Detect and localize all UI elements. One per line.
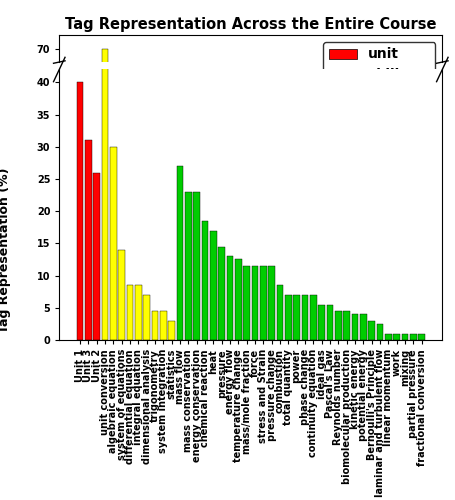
Bar <box>309 295 316 340</box>
Bar <box>152 492 158 500</box>
Bar <box>168 320 175 340</box>
Bar <box>326 484 333 500</box>
Bar <box>376 324 382 340</box>
Bar <box>259 444 266 500</box>
Bar <box>268 266 274 340</box>
Bar <box>359 314 366 340</box>
Bar <box>392 334 399 340</box>
Legend: unit, skill, concept: unit, skill, concept <box>323 42 435 109</box>
Bar <box>160 492 166 500</box>
Bar <box>293 474 299 500</box>
Bar <box>343 492 349 500</box>
Bar <box>276 464 283 500</box>
Bar <box>85 312 91 500</box>
Bar <box>201 221 208 340</box>
Bar <box>417 334 424 340</box>
Bar <box>118 427 125 500</box>
Bar <box>409 334 416 340</box>
Bar <box>126 464 133 500</box>
Bar <box>276 286 283 340</box>
Bar <box>234 260 241 340</box>
Bar <box>201 397 208 500</box>
Bar <box>351 495 358 500</box>
Bar <box>93 346 100 500</box>
Bar <box>351 314 358 340</box>
Bar <box>318 484 324 500</box>
Bar <box>268 444 274 500</box>
Bar <box>226 256 233 340</box>
Text: Tag Representation (%): Tag Representation (%) <box>0 167 11 333</box>
Bar <box>359 495 366 500</box>
Bar <box>243 266 249 340</box>
Bar <box>226 434 233 500</box>
Bar <box>101 48 108 500</box>
Bar <box>326 304 333 340</box>
Title: Tag Representation Across the Entire Course: Tag Representation Across the Entire Cou… <box>65 18 435 32</box>
Bar <box>343 311 349 340</box>
Bar <box>193 366 200 500</box>
Bar <box>284 474 291 500</box>
Bar <box>76 82 83 340</box>
Bar <box>251 444 258 500</box>
Bar <box>318 304 324 340</box>
Bar <box>185 366 191 500</box>
Bar <box>93 172 100 340</box>
Bar <box>368 320 374 340</box>
Bar <box>218 246 224 340</box>
Bar <box>126 286 133 340</box>
Bar <box>152 311 158 340</box>
Bar <box>309 474 316 500</box>
Bar <box>135 464 142 500</box>
Bar <box>143 295 150 340</box>
Bar <box>259 266 266 340</box>
Bar <box>284 295 291 340</box>
Bar <box>234 438 241 500</box>
Bar <box>301 474 308 500</box>
Bar <box>110 319 116 500</box>
Bar <box>143 474 150 500</box>
Bar <box>334 311 341 340</box>
Bar <box>243 444 249 500</box>
Bar <box>160 311 166 340</box>
Bar <box>176 166 183 340</box>
Bar <box>118 250 125 340</box>
Bar <box>384 334 391 340</box>
Bar <box>110 147 116 340</box>
Bar <box>293 295 299 340</box>
Bar <box>185 192 191 340</box>
Bar <box>101 0 108 340</box>
Bar <box>251 266 258 340</box>
Bar <box>209 407 216 500</box>
Bar <box>334 492 341 500</box>
Bar <box>209 230 216 340</box>
Bar <box>135 286 142 340</box>
Bar <box>85 140 91 340</box>
Bar <box>193 192 200 340</box>
Bar <box>401 334 407 340</box>
Bar <box>176 340 183 500</box>
Bar <box>218 424 224 500</box>
Bar <box>76 252 83 500</box>
Bar <box>301 295 308 340</box>
